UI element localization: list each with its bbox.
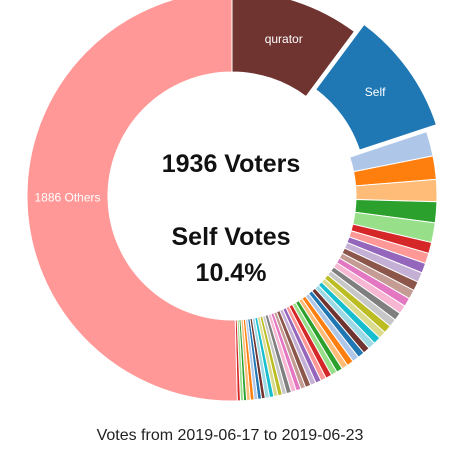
slice-label-0: qurator: [265, 32, 303, 46]
center-subtitle-line1: Self Votes: [171, 223, 290, 251]
chart-caption: Votes from 2019-06-17 to 2019-06-23: [97, 427, 364, 444]
slice-labels: qurator Self 1886 Others: [34, 32, 386, 204]
center-title: 1936 Voters: [162, 150, 301, 178]
donut-slice-0: [231, 0, 356, 98]
donut-slices: [26, 0, 438, 402]
slice-label-1: Self: [365, 85, 386, 99]
slice-label-50: 1886 Others: [34, 190, 100, 204]
donut-slice-1: [315, 23, 438, 151]
donut-slice-50: [26, 0, 238, 402]
center-subtitle-line2: 10.4%: [196, 259, 267, 287]
